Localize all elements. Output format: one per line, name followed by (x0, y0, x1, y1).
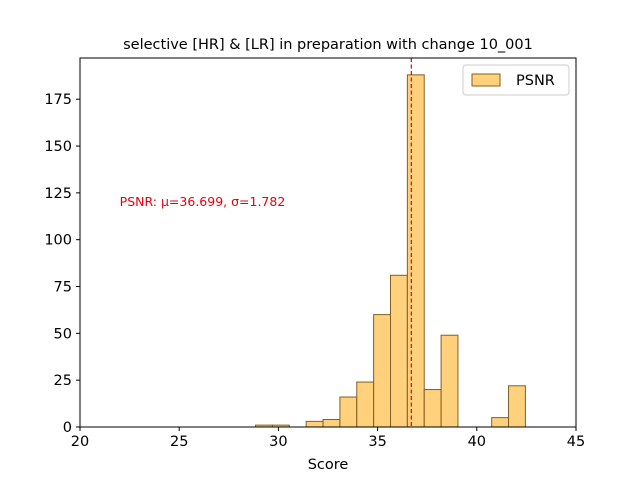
x-tick-label: 35 (368, 434, 386, 450)
stats-annotation: PSNR: μ=36.699, σ=1.782 (120, 194, 286, 209)
histogram-bar (339, 396, 358, 428)
histogram-bar (508, 385, 526, 428)
histogram-bar (373, 314, 391, 428)
legend-frame (462, 64, 570, 96)
x-tick-label: 30 (269, 434, 287, 450)
histogram-bar (389, 274, 408, 428)
y-tick-label: 100 (44, 233, 72, 249)
histogram-bar (406, 74, 425, 428)
y-tick-label: 50 (54, 326, 72, 342)
histogram-bar (440, 334, 459, 428)
x-tick-label: 45 (567, 434, 585, 450)
y-tick-label: 75 (54, 280, 72, 296)
histogram-bar (423, 389, 442, 428)
legend-entry-psnr: PSNR (516, 73, 555, 89)
chart-title: selective [HR] & [LR] in preparation wit… (123, 37, 533, 53)
y-tick-label: 175 (44, 92, 72, 108)
histogram-bar (356, 381, 375, 428)
y-tick-label: 0 (63, 420, 72, 436)
x-tick-label: 20 (71, 434, 89, 450)
histogram-bar (491, 417, 510, 428)
histogram-bar (322, 419, 341, 428)
y-tick-label: 150 (44, 139, 72, 155)
x-tick-label: 25 (170, 434, 188, 450)
axes-frame (79, 57, 577, 428)
y-tick-label: 125 (44, 186, 72, 202)
x-axis-label: Score (308, 457, 349, 473)
histogram-bar (305, 420, 324, 428)
x-tick-label: 40 (468, 434, 486, 450)
plot-area: 20 25 30 35 40 45 0 25 50 75 100 125 150 175 (44, 57, 585, 450)
legend-swatch (471, 73, 501, 87)
y-tick-label: 25 (54, 373, 72, 389)
legend: PSNR (462, 64, 570, 96)
